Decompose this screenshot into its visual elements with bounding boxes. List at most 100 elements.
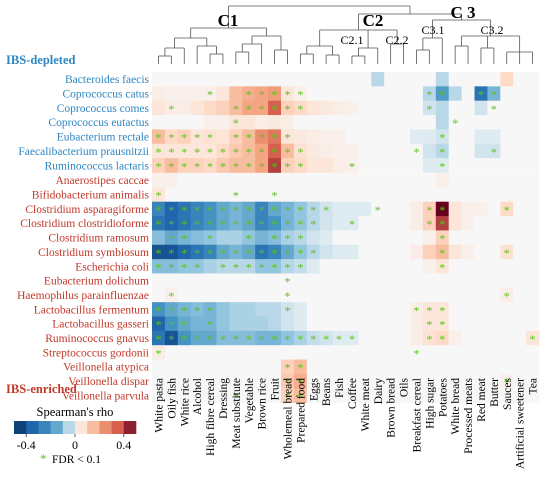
heatmap-cell <box>293 330 308 346</box>
heatmap-cell <box>487 373 501 389</box>
significance-star: * <box>207 232 213 246</box>
heatmap-cell <box>306 230 321 246</box>
heatmap-cell <box>448 173 462 188</box>
cluster-label-c2: C2 <box>363 11 384 30</box>
heatmap-cell <box>487 259 501 274</box>
heatmap-cell <box>345 273 359 289</box>
heatmap-cell <box>526 316 540 332</box>
heatmap-cell <box>448 244 462 260</box>
significance-star: * <box>246 102 252 116</box>
significance-star: * <box>233 332 239 346</box>
heatmap-cell <box>358 345 372 360</box>
heatmap-cell <box>319 359 333 375</box>
heatmap-cell <box>332 143 346 159</box>
significance-star: * <box>246 131 252 145</box>
heatmap-cell <box>242 259 256 274</box>
colorbar-swatch <box>50 421 64 434</box>
heatmap-cell <box>526 273 540 289</box>
significance-star: * <box>297 246 303 260</box>
column-labels: White pasta Oily fish White rice Alcohol Hig… <box>153 377 539 469</box>
heatmap-cell <box>526 216 540 231</box>
significance-star: * <box>375 203 381 217</box>
heatmap-cell <box>268 244 282 260</box>
column-label: Brown bread <box>386 378 398 438</box>
heatmap-cell <box>152 201 166 217</box>
significance-star: * <box>272 246 278 260</box>
heatmap-cell <box>177 115 192 130</box>
heatmap-cell <box>177 345 192 360</box>
heatmap-cell <box>268 330 282 346</box>
heatmap-cell <box>268 230 282 246</box>
heatmap-cell <box>177 273 192 289</box>
heatmap-cell <box>448 230 462 246</box>
heatmap-cell <box>345 287 359 303</box>
heatmap-cell <box>242 158 256 173</box>
heatmap-cell <box>500 100 514 116</box>
significance-star: * <box>272 203 278 217</box>
significance-star: * <box>323 332 329 346</box>
heatmap-cell <box>487 230 501 246</box>
heatmap-cell <box>177 287 192 303</box>
heatmap-cell <box>371 230 385 246</box>
column-label: Alcohol <box>192 378 204 415</box>
heatmap-cell <box>152 345 166 360</box>
heatmap-cell <box>332 244 346 260</box>
heatmap-cell <box>332 173 346 188</box>
colorbar-legend: Spearman's rho -0.4 0 0.4 * FDR < 0.1 <box>14 405 137 466</box>
heatmap-cell <box>281 173 295 188</box>
significance-star: * <box>284 203 290 217</box>
heatmap-cell <box>358 100 372 116</box>
significance-star: * <box>233 116 239 130</box>
heatmap-cell <box>177 143 192 159</box>
heatmap-cell <box>422 86 437 102</box>
significance-star: * <box>155 346 161 360</box>
colorbar-swatch <box>75 421 88 434</box>
heatmap-cell <box>190 259 204 274</box>
heatmap-cell <box>448 187 462 203</box>
significance-star: * <box>168 332 174 346</box>
heatmap-cell <box>526 201 540 217</box>
significance-star: * <box>233 217 239 231</box>
heatmap-cell <box>358 273 372 289</box>
heatmap-cell <box>435 72 450 87</box>
heatmap-cell <box>332 330 346 346</box>
heatmap-cell <box>281 129 295 145</box>
significance-star: * <box>272 189 278 203</box>
heatmap-cell <box>203 129 217 145</box>
heatmap-cell <box>332 115 346 130</box>
heatmap-cell <box>281 201 295 217</box>
significance-star: * <box>426 102 432 116</box>
heatmap-cell <box>345 230 359 246</box>
significance-star: * <box>155 189 161 203</box>
heatmap-cell <box>281 330 295 346</box>
heatmap-cell <box>332 86 346 102</box>
heatmap-cell <box>177 201 192 217</box>
row-label: Coprococcus eutactus <box>48 117 149 129</box>
heatmap-cell <box>242 359 256 375</box>
heatmap-cell <box>448 330 462 346</box>
heatmap-cell <box>190 359 204 375</box>
significance-star: * <box>194 203 200 217</box>
significance-star: * <box>491 88 497 102</box>
significance-star: * <box>259 217 265 231</box>
heatmap-cell <box>164 330 179 346</box>
heatmap-cell <box>216 373 230 389</box>
heatmap-cell <box>345 72 359 87</box>
significance-star: * <box>297 375 303 389</box>
heatmap-cell <box>268 72 282 87</box>
heatmap-cell <box>422 230 437 246</box>
significance-star: * <box>233 145 239 159</box>
heatmap-cell <box>384 230 398 246</box>
heatmap-cell <box>293 287 308 303</box>
heatmap-cell <box>487 244 501 260</box>
heatmap-cell <box>384 115 398 130</box>
heatmap-cell <box>448 345 462 360</box>
heatmap-cell <box>242 302 256 317</box>
heatmap-cell <box>358 115 372 130</box>
significance-star: * <box>297 389 303 403</box>
heatmap-cell <box>422 373 437 389</box>
heatmap-cell <box>461 143 475 159</box>
heatmap-cell <box>268 287 282 303</box>
heatmap-cell <box>474 143 488 159</box>
column-label: Butter <box>489 378 501 407</box>
